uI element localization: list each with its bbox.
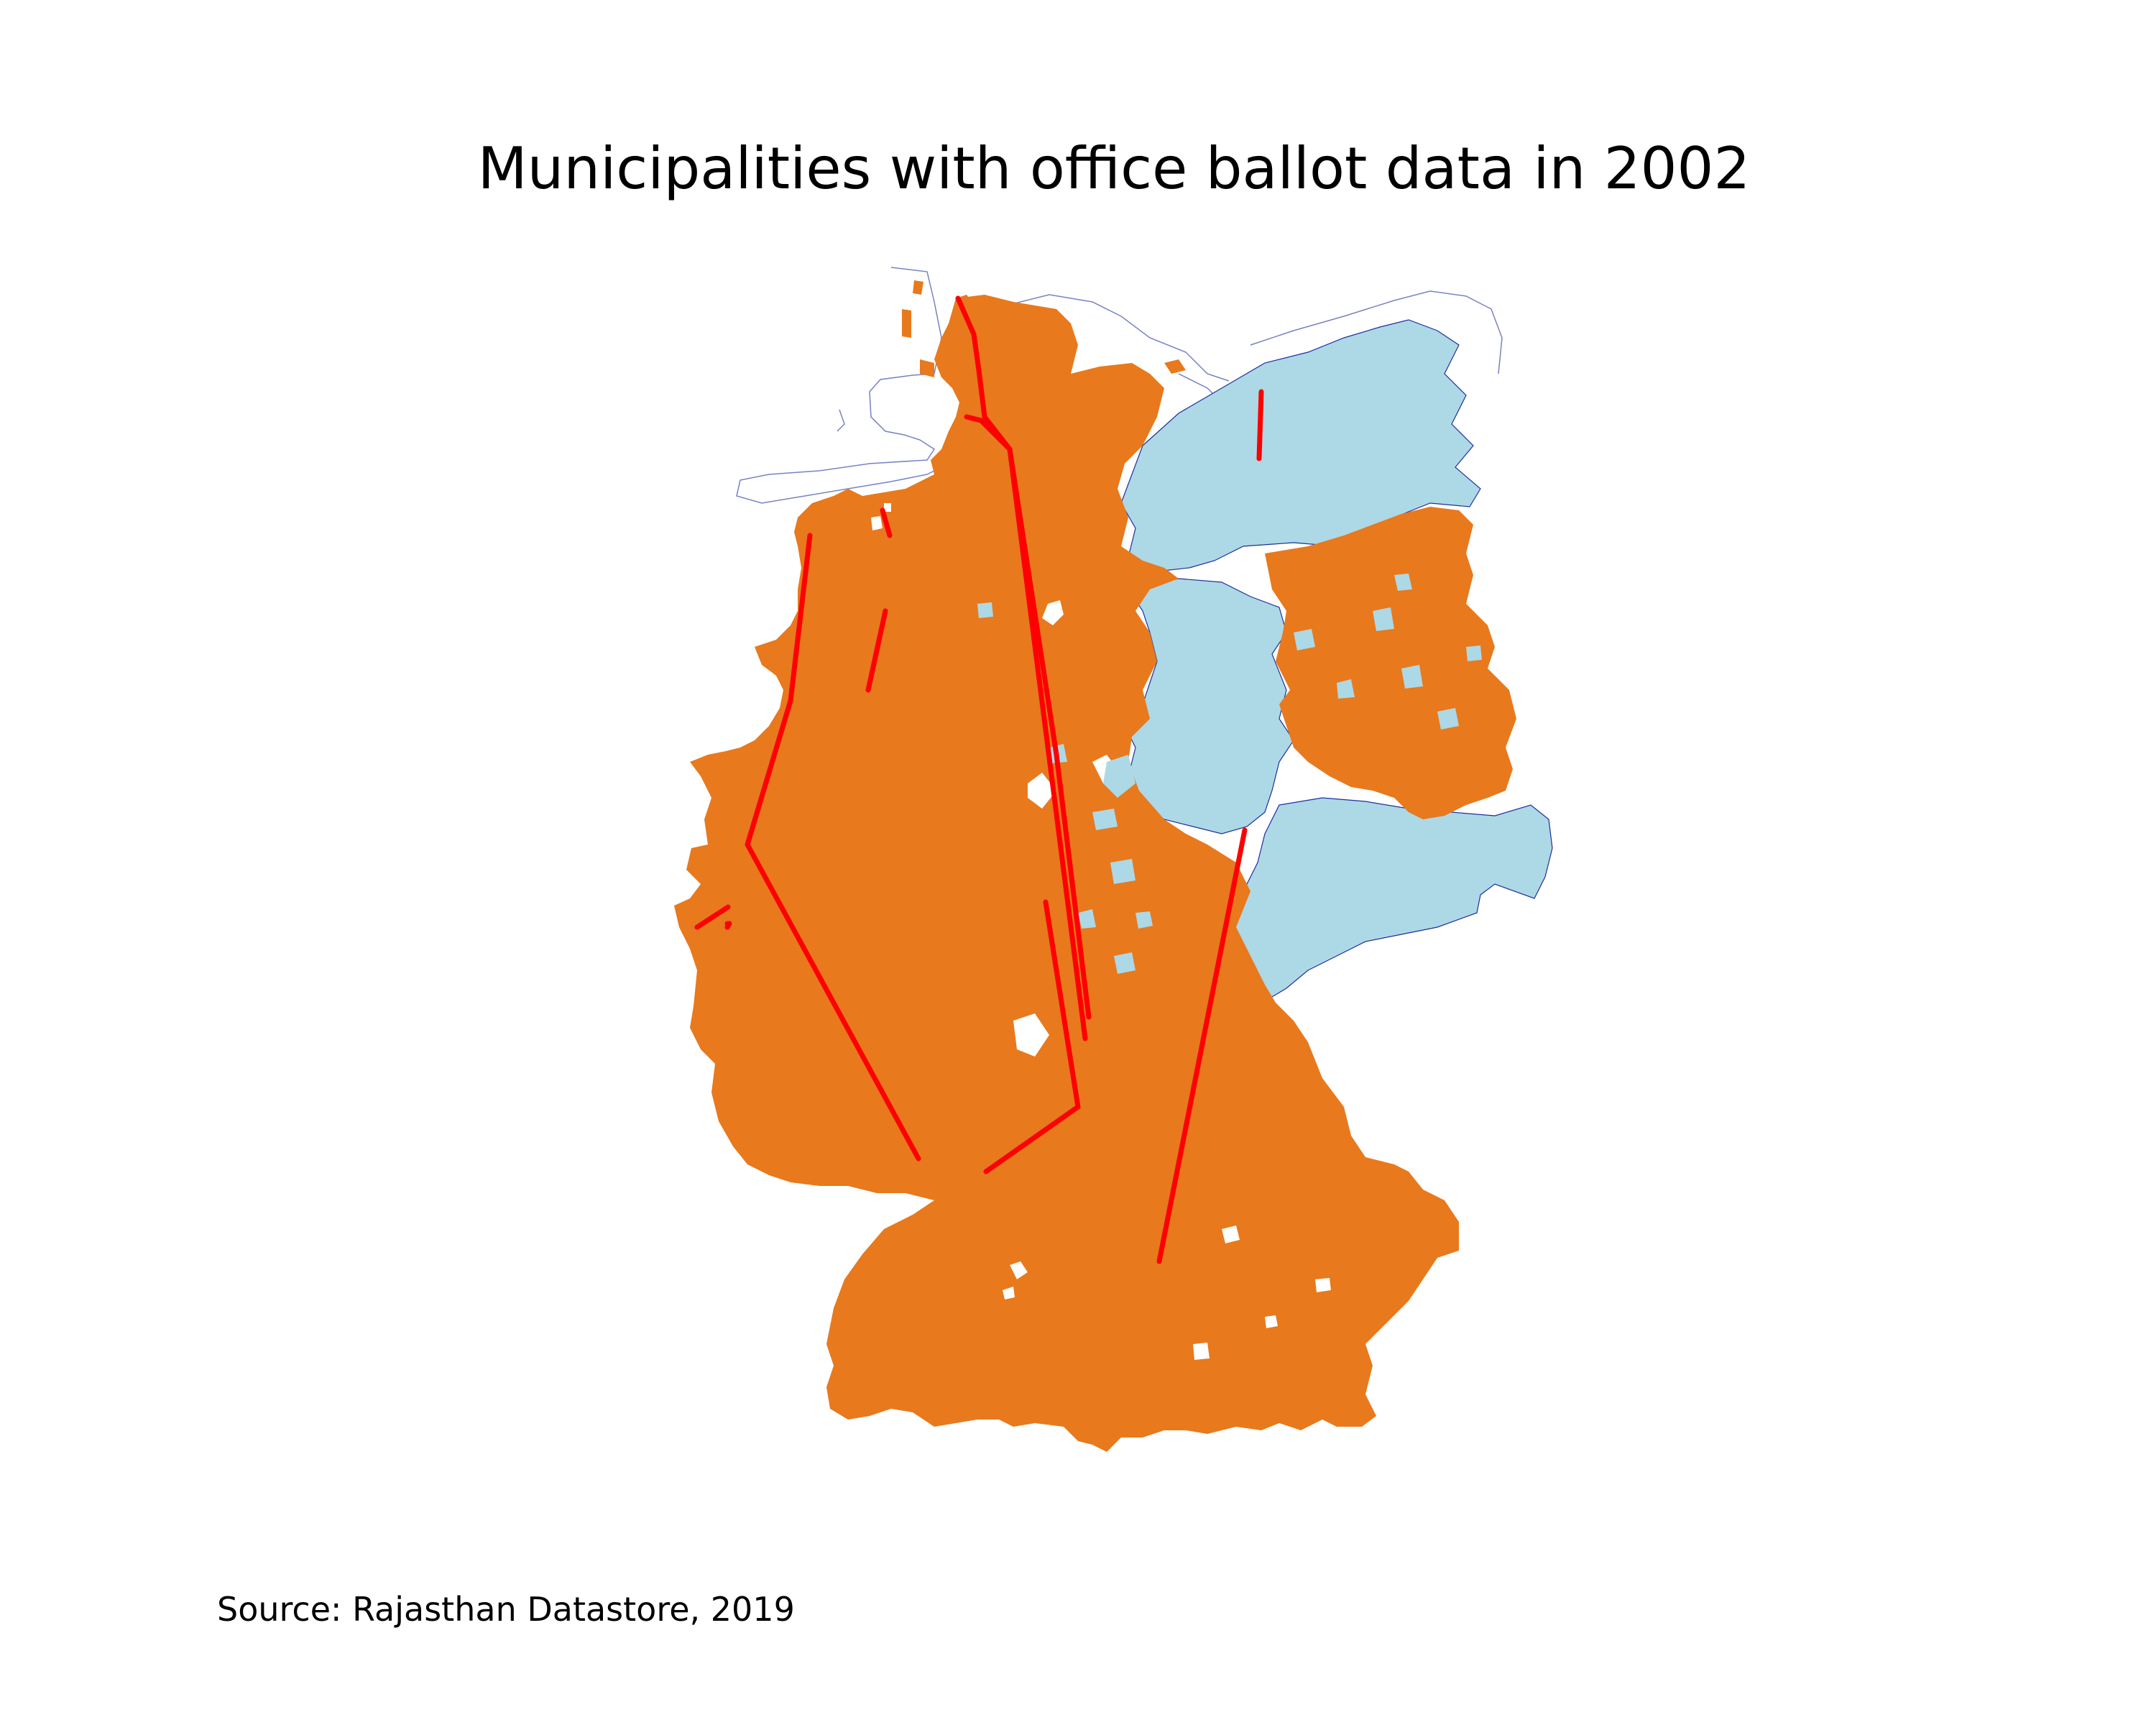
map-title: Municipalities with office ballot data i… bbox=[477, 135, 1751, 202]
route-line-8 bbox=[694, 904, 732, 930]
region-without-data bbox=[689, 319, 1553, 1007]
route-line-3 bbox=[983, 899, 1081, 1174]
route-line-7 bbox=[1256, 389, 1264, 461]
red-route-lines bbox=[694, 295, 1264, 1264]
scattered-patches-without-data bbox=[977, 494, 1482, 974]
route-line-5 bbox=[880, 507, 893, 538]
route-line-2 bbox=[964, 414, 1092, 1020]
route-line-9 bbox=[1156, 827, 1248, 1264]
route-line-4 bbox=[745, 533, 921, 1162]
source-note: Source: Rajasthan Datastore, 2019 bbox=[217, 1590, 795, 1629]
route-line-6 bbox=[865, 608, 888, 693]
